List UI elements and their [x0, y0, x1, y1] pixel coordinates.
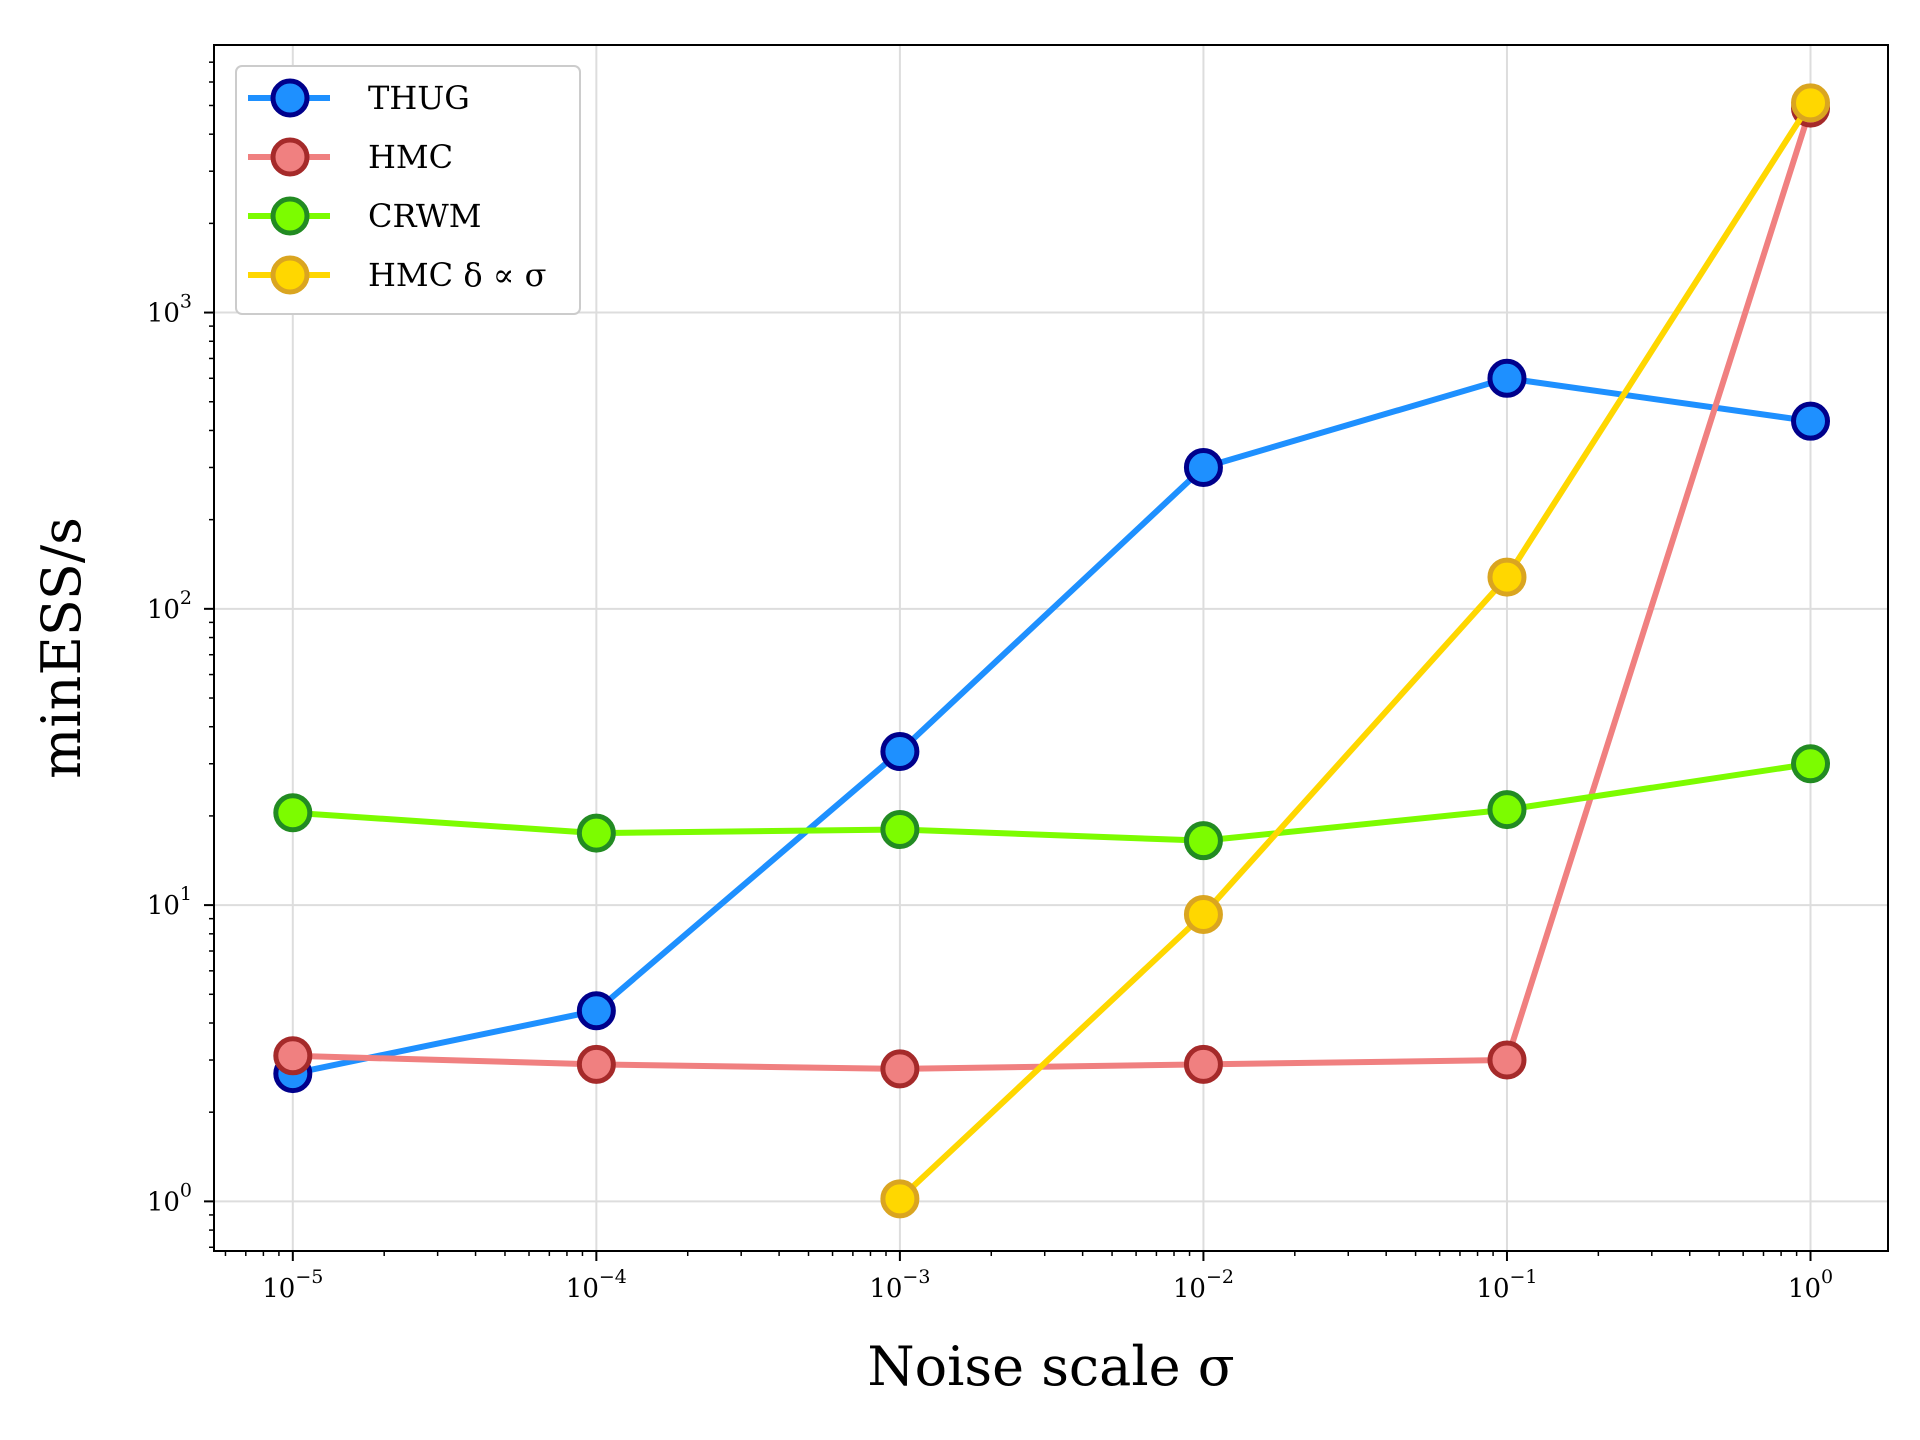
data-point	[1183, 1044, 1223, 1084]
series-line	[292, 107, 1814, 1072]
data-point	[1487, 358, 1527, 398]
legend-swatch-marker	[270, 196, 310, 236]
data-point	[1791, 744, 1831, 784]
x-tick-label: 100	[1788, 1266, 1833, 1304]
x-tick-labels: 10−5 10−4 10−3 10−2 10−1 100	[262, 1266, 1833, 1304]
series-line	[292, 375, 1811, 1077]
data-point	[880, 1049, 920, 1089]
data-point	[1183, 821, 1223, 861]
series-crwm	[273, 744, 1831, 861]
x-tick-label: 10−1	[1476, 1266, 1537, 1304]
y-tick-label: 102	[147, 587, 192, 625]
series-line	[292, 760, 1811, 844]
data-point	[1183, 894, 1223, 934]
y-tick-label: 103	[147, 291, 192, 329]
data-point	[1487, 1040, 1527, 1080]
y-tick-label: 100	[147, 1179, 192, 1217]
major-ticks	[204, 311, 1812, 1261]
legend-box	[235, 65, 581, 315]
data-point	[880, 809, 920, 849]
x-tick-label: 10−3	[869, 1266, 930, 1304]
data-point	[273, 793, 313, 833]
y-tick-labels: 100 101 102 103	[147, 291, 192, 1218]
legend-label: HMC	[368, 138, 453, 176]
legend-label: THUG	[368, 79, 470, 117]
grid	[214, 45, 1888, 1251]
data-point	[576, 991, 616, 1031]
series-hmc	[880, 83, 1831, 1219]
legend: THUG HMC CRWM HMC δ ∝ σ	[235, 65, 581, 315]
minor-ticks	[209, 61, 1798, 1256]
data-point	[273, 1036, 313, 1076]
legend-swatch-marker	[270, 255, 310, 295]
legend-swatch-marker	[270, 137, 310, 177]
data-point	[576, 1044, 616, 1084]
legend-label: HMC δ ∝ σ	[368, 256, 546, 294]
series-hmc	[273, 88, 1831, 1089]
data-point	[880, 731, 920, 771]
y-axis-title: minESS/s	[30, 517, 93, 779]
plot-frame	[213, 44, 1889, 1252]
x-tick-label: 10−5	[262, 1266, 323, 1304]
data-point	[880, 1179, 920, 1219]
x-tick-label: 10−2	[1173, 1266, 1234, 1304]
series-layer	[273, 83, 1831, 1219]
data-point	[1487, 557, 1527, 597]
x-axis-title: Noise scale σ	[867, 1335, 1234, 1398]
y-tick-label: 101	[147, 883, 192, 921]
data-point	[1183, 447, 1223, 487]
legend-label: CRWM	[368, 197, 482, 235]
data-point	[576, 813, 616, 853]
series-line	[897, 101, 1814, 1202]
data-point	[1791, 401, 1831, 441]
legend-swatch-marker	[270, 78, 310, 118]
x-tick-label: 10−4	[566, 1266, 627, 1304]
data-point	[1487, 790, 1527, 830]
data-point	[1791, 83, 1831, 123]
